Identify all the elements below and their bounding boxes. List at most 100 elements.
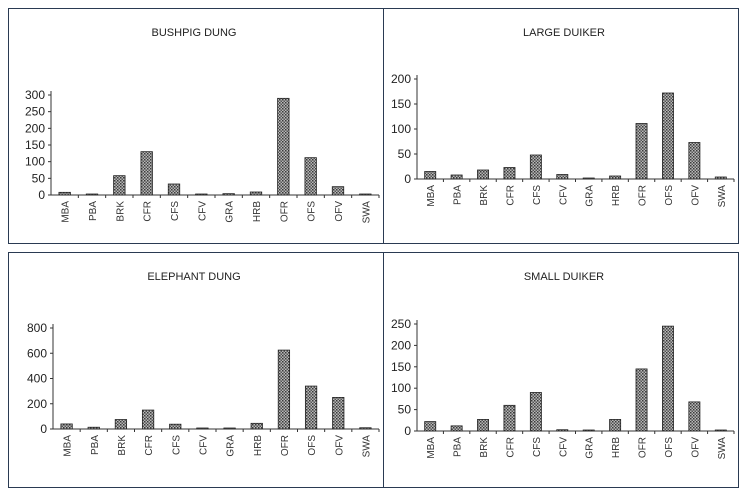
chart-1-bar-cfv [195,193,208,196]
chart-4-ytick-label: 150 [391,360,411,374]
chart-3-bar-swa [359,427,372,430]
chart-2-ytick-label: 150 [391,97,411,111]
chart-2-bar-pba [450,174,463,180]
chart-4-category-label: CFV [558,437,569,457]
chart-3-svg: ELEPHANT DUNG 0 200 400 600 800 MBA PBA BRK CFR CF… [27,271,380,458]
chart-panel-1: BUSHPIG DUNG 0 50 100 150 200 250 300 MBA PBA BRK C… [8,8,384,244]
chart-1-ytick-label: 0 [38,188,45,202]
chart-3-category-label: SWA [361,435,372,458]
chart-1-ytick-label: 100 [25,155,45,169]
chart-2-bar-ofr [635,123,648,180]
chart-1-bar-ofs [304,157,317,196]
chart-3-bar-ofr [277,349,291,430]
chart-2-bar-brk [477,169,489,180]
chart-3-bar-hrb [250,422,263,430]
chart-4-bar-gra [582,429,595,432]
chart-3-bar-cfv [196,427,209,430]
chart-2-bar-swa [714,176,727,180]
chart-2-svg: LARGE DUIKER 0 50 100 150 200 MBA PBA BRK CFR CFS C… [391,27,735,207]
chart-3-category-label: GRA [226,435,237,457]
chart-1-bar-mba [58,191,71,196]
chart-1-category-label: CFS [170,201,181,221]
chart-1-category-label: BRK [115,201,126,222]
chart-1-bar-swa [359,193,372,196]
chart-2-ytick-label: 200 [391,72,411,86]
chart-1-category-label: OFR [279,201,290,222]
chart-2-category-label: MBA [426,185,437,207]
chart-2-category-label: CFR [505,185,516,206]
chart-3-bar-cfs [169,423,182,430]
chart-3-ytick-label: 200 [27,397,47,411]
chart-4-bar-ofv [688,401,701,432]
chart-3-bar-brk [114,419,128,430]
chart-1-category-label: SWA [361,201,372,224]
chart-4-title: SMALL DUIKER [524,271,604,283]
chart-1-bar-brk [113,175,126,196]
chart-1-title: BUSHPIG DUNG [152,27,237,39]
chart-4-category-label: BRK [479,437,490,458]
chart-1-bar-cfs [167,183,181,196]
chart-1-category-label: CFV [197,201,208,221]
chart-4-bar-cfv [556,429,569,432]
chart-4-category-label: CFR [505,437,516,458]
chart-2-bar-cfr [503,167,516,180]
chart-2-category-label: PBA [453,185,464,205]
chart-2-category-label: OFR [638,185,649,206]
chart-4-bar-cfr [503,404,516,432]
chart-2-category-label: CFS [532,185,543,205]
chart-4-ytick-label: 0 [404,424,411,438]
chart-2-category-label: CFV [558,185,569,205]
chart-1-ytick-label: 50 [32,171,46,185]
chart-4-ytick-label: 250 [391,317,411,331]
chart-3-category-label: CFR [144,435,155,456]
chart-3-category-label: OFV [334,435,345,456]
chart-4-bar-ofs [662,325,674,432]
chart-1-ytick-label: 300 [25,88,45,102]
chart-4-bar-ofr [635,368,648,432]
chart-1-bar-cfr [140,151,153,196]
chart-4-bar-hrb [609,419,622,432]
chart-3-ytick-label: 800 [27,321,47,335]
chart-2-bar-hrb [609,175,622,180]
chart-2-bar-ofs [662,92,674,180]
chart-2-bar-cfv [556,174,569,180]
chart-4-category-label: OFR [638,437,649,458]
chart-3-bar-pba [87,426,100,430]
chart-3-category-label: CFV [198,435,209,455]
chart-4-category-label: CFS [532,437,543,457]
chart-3-category-label: MBA [63,435,74,457]
chart-2-bar-cfs [529,154,542,180]
chart-3-bar-ofs [304,385,318,430]
chart-4-category-label: HRB [611,437,622,458]
chart-1-category-label: HRB [252,201,263,222]
chart-4-category-label: MBA [426,437,437,459]
chart-3-category-label: HRB [253,435,264,456]
chart-4-bar-brk [477,419,489,432]
chart-4-svg: SMALL DUIKER 0 50 100 150 200 250 MBA PBA BRK CFR C… [391,271,735,459]
chart-3-category-label: OFR [280,435,291,456]
chart-3-ytick-label: 400 [27,372,47,386]
chart-2-category-label: HRB [611,185,622,206]
chart-1-category-label: PBA [88,201,99,221]
chart-4-ytick-label: 50 [398,403,412,417]
chart-2-title: LARGE DUIKER [523,27,605,39]
chart-4-ytick-label: 100 [391,381,411,395]
chart-1-bar-hrb [249,191,263,196]
chart-1-category-label: GRA [225,201,236,223]
chart-3-category-label: PBA [90,435,101,455]
chart-3-ytick-label: 0 [40,422,47,436]
chart-3-ytick-label: 600 [27,346,47,360]
chart-1-bar-pba [85,193,99,196]
chart-3-bar-ofv [332,397,345,430]
chart-4-bar-cfs [529,392,542,432]
chart-1-bar-gra [222,193,235,196]
chart-4-category-label: PBA [453,437,464,457]
chart-1-bar-ofr [277,97,290,196]
chart-2-bar-ofv [688,142,701,180]
chart-1-svg: BUSHPIG DUNG 0 50 100 150 200 250 300 MBA PBA BRK C… [25,27,380,224]
chart-4-category-label: GRA [585,437,596,459]
chart-2-bar-mba [424,171,437,180]
chart-4-ytick-label: 200 [391,338,411,352]
chart-4-bar-swa [714,429,727,432]
chart-1-category-label: OFS [307,201,318,222]
